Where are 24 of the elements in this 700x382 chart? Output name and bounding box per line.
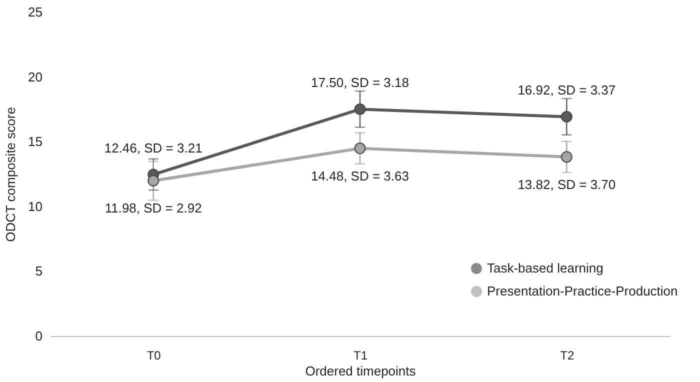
data-label: 16.92, SD = 3.37: [518, 82, 616, 98]
x-axis-title: Ordered timepoints: [305, 364, 416, 378]
y-tick-label: 25: [28, 4, 42, 20]
x-tick-label: T1: [353, 348, 368, 362]
y-axis-title: ODCT composite score: [3, 107, 18, 242]
data-label: 12.46, SD = 3.21: [104, 140, 202, 156]
point: [354, 103, 366, 115]
point: [560, 151, 572, 163]
y-tick-label: 10: [28, 198, 42, 214]
point: [560, 110, 572, 122]
data-label: 11.98, SD = 2.92: [104, 200, 202, 216]
data-label: 14.48, SD = 3.63: [311, 168, 409, 184]
point: [354, 142, 366, 154]
y-tick-label: 5: [35, 264, 42, 279]
x-tick-label: T2: [560, 348, 574, 362]
legend-label: Presentation-Practice-Production: [487, 284, 678, 298]
y-tick-label: 15: [28, 134, 42, 150]
legend-label: Task-based learning: [487, 260, 604, 276]
y-tick-label: 0: [35, 328, 42, 344]
x-tick-label: T0: [146, 348, 162, 362]
point: [148, 175, 160, 186]
data-label: 17.50, SD = 3.18: [311, 75, 409, 90]
data-label: 13.82, SD = 3.70: [518, 176, 616, 192]
y-tick-label: 20: [28, 69, 42, 84]
